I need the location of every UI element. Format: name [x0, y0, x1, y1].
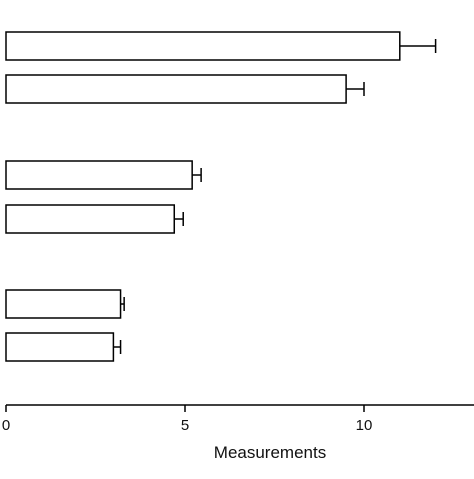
bar [5, 204, 176, 234]
bars-layer [5, 31, 437, 362]
bar [5, 160, 193, 190]
bar [5, 332, 115, 362]
x-tick-label: 5 [181, 417, 189, 434]
bar [5, 74, 347, 104]
x-tick-label: 0 [2, 417, 10, 434]
bar [5, 289, 122, 319]
bar [5, 31, 401, 61]
x-tick-label: 10 [356, 417, 373, 434]
x-axis: 0 5 10 [2, 404, 474, 434]
x-axis-title: Measurements [214, 443, 326, 462]
